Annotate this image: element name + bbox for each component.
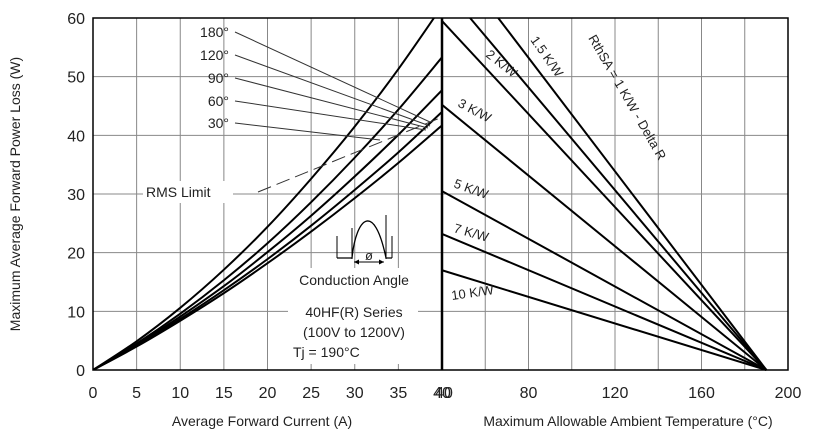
legend-180: 180° (200, 24, 229, 40)
y-tick-label: 50 (67, 70, 85, 87)
label-2kw: 2 K/W (483, 47, 521, 81)
conduction-angle-icon (336, 215, 393, 265)
heatsink-line (441, 190, 767, 371)
legend-leader (234, 54, 431, 127)
rms-limit-label: RMS Limit (146, 184, 211, 200)
axes (92, 17, 789, 371)
x-axis-label-left: Average Forward Current (A) (172, 413, 352, 429)
curve-180deg (93, 18, 436, 370)
series-label: 40HF(R) Series (305, 304, 402, 320)
y-tick-label: 30 (67, 187, 85, 204)
heatsink-line (441, 269, 767, 371)
y-tick-label: 10 (67, 304, 85, 321)
angle-symbol: ø (365, 248, 373, 263)
conduction-angle-label: Conduction Angle (299, 272, 409, 288)
x-tick-label-left: 10 (171, 385, 189, 402)
tj-label: Tj = 190°C (293, 344, 360, 360)
voltage-range-label: (100V to 1200V) (303, 324, 405, 340)
x-tick-label-right: 80 (520, 385, 538, 402)
plot-frame (92, 17, 789, 371)
annotation-lines (234, 31, 441, 193)
x-tick-label-right: 120 (602, 385, 629, 402)
heatsink-line (441, 104, 768, 371)
label-1p5kw: 1.5 K/W (528, 33, 567, 80)
x-tick-label-right: 160 (688, 385, 715, 402)
x-tick-label-right: 40 (435, 385, 453, 402)
x-tick-label-left: 40 (433, 385, 451, 402)
heatsink-line (469, 17, 768, 371)
x-tick-label-left: 5 (132, 385, 141, 402)
legend-leader (234, 100, 427, 131)
y-tick-label: 0 (76, 363, 85, 380)
legend-leader (234, 122, 381, 141)
label-1kw: RthSA = 1 K/W - Delta R (585, 32, 669, 162)
x-tick-label-left: 0 (89, 385, 98, 402)
rms-limit-line (257, 117, 441, 193)
legend-30: 30° (208, 115, 229, 131)
curve-90deg (93, 89, 442, 370)
x-tick-label-right: 200 (775, 385, 802, 402)
x-tick-label-left: 15 (215, 385, 233, 402)
x-tick-label-left: 20 (259, 385, 277, 402)
legend-leader (234, 77, 429, 129)
label-10kw: 10 K/W (450, 282, 495, 303)
legend-leader (234, 31, 431, 123)
curve-30deg (93, 124, 442, 370)
legend-60: 60° (208, 93, 229, 109)
rms-label-bg (143, 181, 233, 203)
x-tick-label-left: 25 (302, 385, 320, 402)
heatsink-line (441, 20, 768, 371)
heatsink-line (441, 232, 767, 371)
annotation-bg (288, 268, 418, 364)
y-tick-label: 40 (67, 128, 85, 145)
y-tick-label: 20 (67, 246, 85, 263)
heatsink-line (497, 17, 768, 371)
x-tick-label-left: 30 (346, 385, 364, 402)
y-tick-label: 60 (67, 11, 85, 28)
x-tick-label-left: 35 (389, 385, 407, 402)
x-axis-label-right: Maximum Allowable Ambient Temperature (°… (483, 413, 772, 429)
right-lines (441, 17, 768, 371)
legend-120: 120° (200, 47, 229, 63)
y-axis-label: Maximum Average Forward Power Loss (W) (7, 57, 23, 331)
legend-90: 90° (208, 70, 229, 86)
